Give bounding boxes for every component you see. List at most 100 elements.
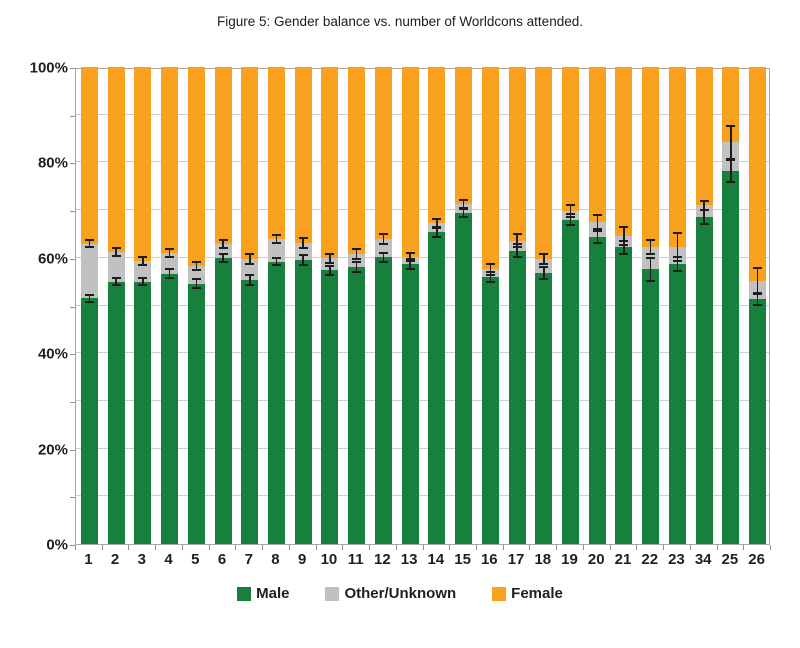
- bar-female-segment: [668, 67, 686, 247]
- error-bar-cap-bottom: [485, 281, 495, 284]
- error-bar-cap-bottom: [191, 286, 201, 289]
- x-category-label: 15: [454, 551, 471, 568]
- error-bar-cap-top: [485, 263, 495, 266]
- stacked-bar: [187, 67, 205, 544]
- error-bar-cap-bottom: [191, 269, 201, 272]
- error-bar: [726, 159, 736, 183]
- error-bar: [191, 260, 201, 272]
- bar-female-segment: [455, 67, 473, 205]
- bar-female-segment: [107, 67, 125, 253]
- bar-male-segment: [348, 266, 366, 544]
- bar-male-segment: [749, 298, 767, 544]
- error-bar-cap-bottom: [298, 246, 308, 249]
- x-category-label: 17: [507, 551, 525, 568]
- stacked-bar: [481, 67, 499, 544]
- error-bar-cap-top: [138, 276, 148, 279]
- bar-female-segment: [374, 67, 392, 239]
- error-bar-cap-bottom: [165, 256, 175, 259]
- error-bar-cap-top: [378, 232, 388, 235]
- bar-male-segment: [642, 269, 660, 544]
- bar-female-segment: [214, 67, 232, 244]
- bar-other-segment: [535, 258, 553, 274]
- error-bar-cap-bottom: [566, 224, 576, 227]
- x-category-label: 8: [271, 551, 280, 568]
- error-bar-line: [275, 257, 278, 266]
- error-bar: [191, 278, 201, 289]
- error-bar-cap-top: [646, 238, 656, 241]
- x-category-label: 3: [137, 551, 146, 568]
- error-bar-cap-top: [111, 276, 121, 279]
- error-bar-cap-bottom: [138, 284, 148, 287]
- error-bar-cap-top: [405, 252, 415, 255]
- error-bar: [138, 255, 148, 267]
- error-bar-cap-bottom: [218, 261, 228, 264]
- x-tick: [342, 545, 344, 550]
- x-category-label: 22: [641, 551, 659, 568]
- stacked-bar: [722, 67, 740, 544]
- error-bar-line: [115, 277, 117, 286]
- bar-male-segment: [562, 219, 580, 544]
- error-bar-line: [88, 239, 91, 248]
- bar-male-segment: [428, 232, 446, 544]
- error-bar-line: [596, 214, 598, 230]
- error-bar-cap-bottom: [405, 267, 415, 270]
- error-bar-cap-bottom: [84, 246, 94, 249]
- error-bar-cap-bottom: [485, 273, 495, 276]
- error-bar: [245, 253, 255, 265]
- error-bar: [592, 229, 602, 245]
- x-category-label: 10: [320, 551, 338, 568]
- stacked-bar: [161, 67, 179, 544]
- error-bar-line: [489, 264, 492, 275]
- bar-female-segment: [749, 67, 767, 281]
- stacked-bar: [642, 67, 660, 544]
- stacked-bar: [455, 67, 473, 544]
- error-bar-cap-top: [352, 247, 362, 250]
- error-bar-cap-bottom: [566, 215, 576, 218]
- x-tick: [422, 545, 424, 550]
- error-bar: [378, 251, 388, 264]
- x-category-label: 5: [191, 551, 200, 568]
- stacked-bar: [428, 67, 446, 544]
- x-category-label: 4: [164, 551, 173, 568]
- x-tick: [475, 545, 477, 550]
- error-bar-cap-bottom: [592, 228, 602, 231]
- stacked-bar: [134, 67, 152, 544]
- legend: Male Other/Unknown Female: [0, 585, 800, 602]
- chart-title: Figure 5: Gender balance vs. number of W…: [217, 14, 583, 29]
- error-bar-line: [195, 261, 198, 271]
- error-bar: [325, 253, 335, 264]
- x-tick: [529, 545, 531, 550]
- y-tick: [70, 163, 75, 165]
- y-tick: [70, 115, 75, 117]
- error-bar-line: [355, 248, 358, 260]
- bar-female-segment: [722, 67, 740, 143]
- x-category-label: 23: [668, 551, 685, 568]
- error-bar-cap-top: [271, 234, 281, 237]
- bar-other-segment: [267, 239, 285, 262]
- error-bar-cap-top: [191, 260, 201, 263]
- x-tick: [502, 545, 504, 550]
- x-tick: [556, 545, 558, 550]
- y-tick-label: 0%: [46, 536, 68, 554]
- error-bar-line: [756, 267, 759, 294]
- stacked-bar: [241, 67, 259, 544]
- error-bar-cap-bottom: [218, 247, 228, 250]
- error-bar-cap-bottom: [699, 222, 709, 225]
- bar-male-segment: [80, 298, 98, 544]
- bar-female-segment: [161, 67, 179, 254]
- x-category-label: 6: [217, 551, 227, 568]
- error-bar: [84, 238, 94, 249]
- gridline-90: [76, 113, 769, 115]
- error-bar-line: [382, 252, 385, 263]
- error-bar-line: [329, 265, 331, 275]
- bar-female-segment: [481, 67, 499, 270]
- error-bar-line: [249, 254, 251, 264]
- error-bar-cap-top: [84, 238, 94, 241]
- error-bar-cap-top: [191, 278, 201, 281]
- stacked-bar: [348, 67, 366, 544]
- error-bar: [325, 264, 335, 276]
- error-bar-cap-top: [325, 253, 335, 255]
- x-category-label: 13: [400, 551, 418, 568]
- error-bar-cap-bottom: [726, 180, 736, 183]
- error-bar-cap-bottom: [245, 262, 255, 265]
